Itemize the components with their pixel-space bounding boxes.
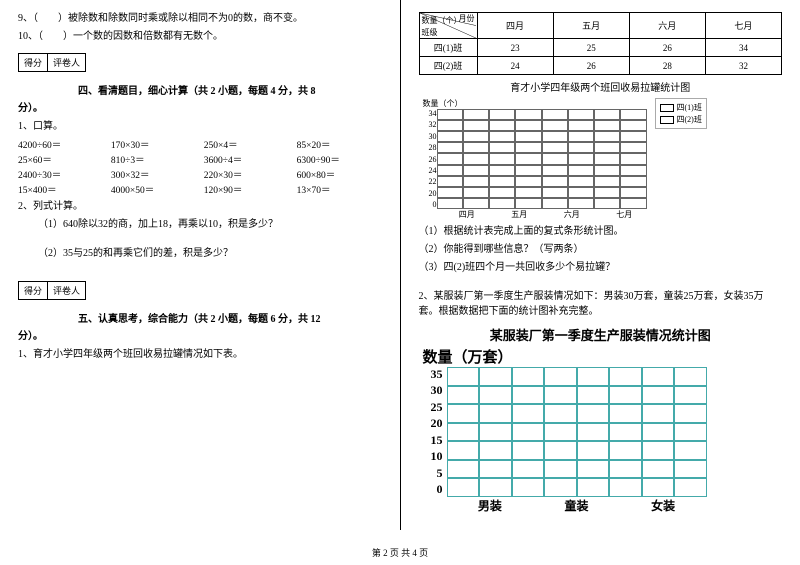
legend-box-icon <box>660 116 674 124</box>
grader-label: 评卷人 <box>48 54 85 71</box>
left-column: 9、（ ）被除数和除数同时乘或除以相同不为0的数，商不变。 10、（ ）一个数的… <box>0 0 401 530</box>
problem-5-1: 1、育才小学四年级两个班回收易拉罐情况如下表。 <box>18 347 382 362</box>
y2-labels: 35302520151050 <box>419 367 443 497</box>
diag-header: 月份 数量（个） 班级 <box>419 13 477 39</box>
calc-item: 3600÷4＝ <box>204 152 289 166</box>
calc-item: 85×20＝ <box>297 137 382 151</box>
right-column: 月份 数量（个） 班级 四月 五月 六月 七月 四(1)班 23 25 26 3… <box>401 0 800 530</box>
score-label: 得分 <box>19 54 48 71</box>
fen-4: 分）。 <box>18 101 382 116</box>
sub-q1: （1）根据统计表完成上面的复式条形统计图。 <box>419 224 783 239</box>
chart1-title: 育才小学四年级两个班回收易拉罐统计图 <box>419 79 783 94</box>
col-h: 六月 <box>629 13 705 39</box>
question-9: 9、（ ）被除数和除数同时乘或除以相同不为0的数，商不变。 <box>18 11 382 26</box>
y1-labels: 34323028262422200 <box>419 109 437 209</box>
col-h: 五月 <box>553 13 629 39</box>
chart1: 数量（个） 34323028262422200 四月五月六月七月 四(1)班 四… <box>419 98 783 220</box>
chart2: 35302520151050 <box>419 367 783 497</box>
calc-item: 810÷3＝ <box>111 152 196 166</box>
section-5-title: 五、认真思考，综合能力（共 2 小题，每题 6 分，共 12 <box>78 310 382 325</box>
chart2-grid <box>447 367 707 497</box>
col-h: 七月 <box>705 13 781 39</box>
calc-item: 25×60＝ <box>18 152 103 166</box>
page-footer: 第 2 页 共 4 页 <box>0 546 800 559</box>
table-row: 四(1)班 23 25 26 34 <box>419 39 782 57</box>
data-table: 月份 数量（个） 班级 四月 五月 六月 七月 四(1)班 23 25 26 3… <box>419 12 783 75</box>
chart1-grid <box>437 109 647 209</box>
sub-q2: （2）你能得到哪些信息？（写两条） <box>419 242 783 257</box>
calc-item: 2400÷30＝ <box>18 167 103 181</box>
score-box-5: 得分 评卷人 <box>18 281 86 300</box>
chart2-ylabel: 数量（万套） <box>423 346 783 367</box>
calc-grid: 4200÷60＝170×30＝250×4＝85×20＝25×60＝810÷3＝3… <box>18 137 382 196</box>
calc-item: 4200÷60＝ <box>18 137 103 151</box>
calc-item: 15×400＝ <box>18 182 103 196</box>
problem-1: 1、口算。 <box>18 119 382 134</box>
fen-5: 分）。 <box>18 329 382 344</box>
chart2-title: 某服装厂第一季度生产服装情况统计图 <box>419 325 783 344</box>
calc-item: 220×30＝ <box>204 167 289 181</box>
col-h: 四月 <box>477 13 553 39</box>
sub-q3: （3）四(2)班四个月一共回收多少个易拉罐？ <box>419 260 783 275</box>
calc-item: 120×90＝ <box>204 182 289 196</box>
score-box-4: 得分 评卷人 <box>18 53 86 72</box>
calc-item: 170×30＝ <box>111 137 196 151</box>
score-label: 得分 <box>19 282 48 299</box>
y-axis-label: 数量（个） <box>423 98 651 109</box>
table-row: 四(2)班 24 26 28 32 <box>419 57 782 75</box>
question-10: 10、（ ）一个数的因数和倍数都有无数个。 <box>18 29 382 44</box>
problem-2b: （2）35与25的和再乘它们的差，积是多少？ <box>38 246 382 261</box>
calc-item: 600×80＝ <box>297 167 382 181</box>
problem-2a: （1）640除以32的商，加上18，再乘以10，积是多少？ <box>38 217 382 232</box>
chart1-legend: 四(1)班 四(2)班 <box>655 98 707 129</box>
calc-item: 6300÷90＝ <box>297 152 382 166</box>
legend-box-icon <box>660 104 674 112</box>
calc-item: 250×4＝ <box>204 137 289 151</box>
calc-item: 13×70＝ <box>297 182 382 196</box>
x1-labels: 四月五月六月七月 <box>441 209 651 220</box>
problem-2-right: 2、某服装厂第一季度生产服装情况如下：男装30万套，童装25万套，女装35万套。… <box>419 289 783 319</box>
grader-label: 评卷人 <box>48 282 85 299</box>
calc-item: 300×32＝ <box>111 167 196 181</box>
section-4-title: 四、看清题目，细心计算（共 2 小题，每题 4 分，共 8 <box>78 82 382 97</box>
problem-2: 2、列式计算。 <box>18 199 382 214</box>
calc-item: 4000×50＝ <box>111 182 196 196</box>
x2-labels: 男装童装女装 <box>447 497 707 514</box>
